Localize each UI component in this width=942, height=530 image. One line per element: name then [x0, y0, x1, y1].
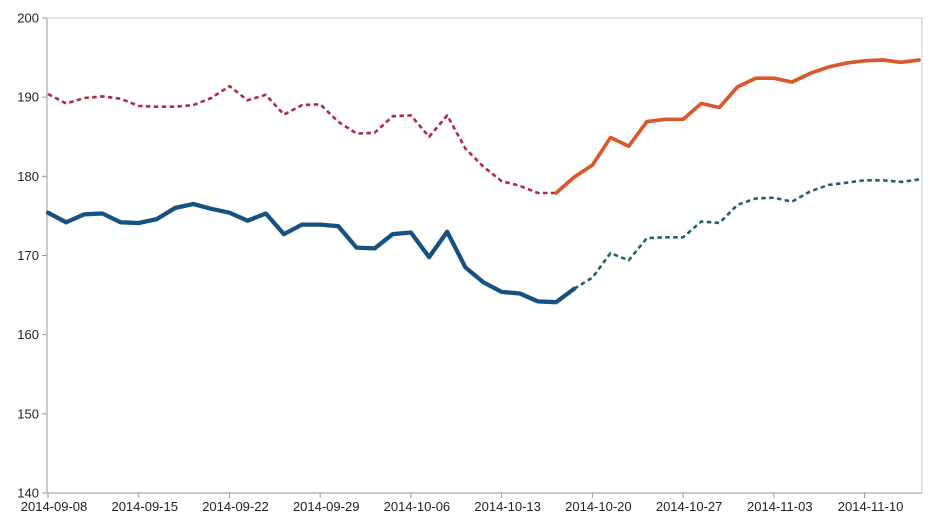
x-tick-label: 2014-11-03: [747, 499, 813, 514]
series-upper-history-dotted: [47, 84, 557, 195]
x-tick-label: 2014-10-13: [474, 499, 541, 514]
x-tick-label: 2014-10-06: [384, 499, 451, 514]
y-tick-label: 200: [17, 11, 39, 26]
plot-border: [46, 17, 923, 494]
x-tick-label: 2014-09-08: [21, 499, 88, 514]
y-tick-label: 180: [17, 169, 39, 184]
x-tick-label: 2014-09-22: [202, 499, 269, 514]
y-tick-label: 150: [17, 406, 39, 421]
series-upper-forecast-solid: [554, 58, 921, 195]
y-tick-label: 170: [17, 248, 39, 263]
x-tick-label: 2014-10-27: [656, 499, 723, 514]
x-tick-label: 2014-09-29: [293, 499, 360, 514]
y-tick-label: 160: [17, 327, 39, 342]
x-tick-label: 2014-11-10: [838, 499, 904, 514]
series-lower-history-solid: [45, 201, 577, 305]
x-tick-label: 2014-10-20: [565, 499, 632, 514]
y-tick-label: 140: [17, 486, 39, 501]
x-tick-label: 2014-09-15: [111, 499, 178, 514]
series-lower-forecast-dotted: [573, 178, 920, 290]
y-tick-label: 190: [17, 90, 39, 105]
